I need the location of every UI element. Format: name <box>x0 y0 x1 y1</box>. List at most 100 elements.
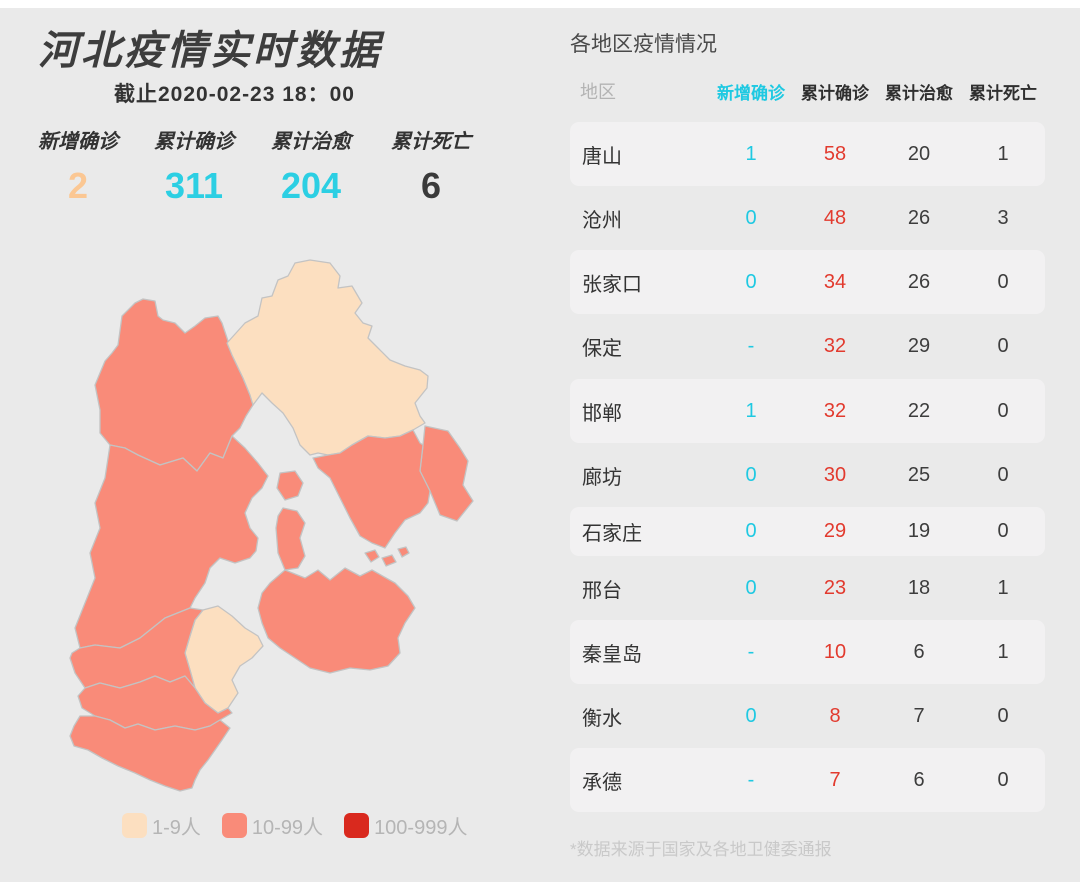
legend-item-10-99: 10-99人 <box>221 811 324 840</box>
table-row-唐山: 唐山 1 58 20 1 <box>570 122 1045 186</box>
stat-label: 累计死亡 <box>391 131 471 153</box>
cell-region: 张家口 <box>582 273 642 296</box>
map-region-chengde[interactable] <box>226 259 429 456</box>
col-header-new-confirmed: 新增确诊 <box>717 83 785 103</box>
table-row-邯郸: 邯郸 1 32 22 0 <box>570 379 1045 443</box>
map-legend: 1-9人 10-99人 100-999人 <box>122 811 488 840</box>
page-title: 河北疫情实时数据 <box>38 29 382 73</box>
cell-total-confirmed: 48 <box>823 206 847 229</box>
map-region-baoding[interactable] <box>74 435 269 649</box>
cell-region: 石家庄 <box>582 523 642 545</box>
stat-label: 累计确诊 <box>154 131 234 153</box>
col-header-region: 地区 <box>580 82 616 102</box>
table-row-承德: 承德 - 7 6 0 <box>570 748 1045 812</box>
legend-label: 10-99人 <box>251 817 324 839</box>
cell-region: 邯郸 <box>582 402 622 425</box>
cell-total-confirmed: 7 <box>829 768 841 791</box>
col-header-total-deaths: 累计死亡 <box>969 83 1037 103</box>
map-region-tangshan[interactable] <box>364 549 380 563</box>
table-row-衡水: 衡水 0 8 7 0 <box>570 684 1045 748</box>
cell-region: 承德 <box>582 771 622 794</box>
cell-total-cured: 22 <box>907 399 931 422</box>
table-row-邢台: 邢台 0 23 18 1 <box>570 556 1045 620</box>
hebei-map-svg <box>69 259 474 792</box>
cell-total-cured: 26 <box>907 270 931 293</box>
cell-total-confirmed: 32 <box>823 335 847 357</box>
legend-item-1-9: 1-9人 <box>122 811 201 840</box>
cell-total-cured: 25 <box>907 463 931 486</box>
legend-label: 100-999人 <box>374 817 468 839</box>
cell-total-deaths: 0 <box>997 399 1009 422</box>
map-region-qinhuangdao[interactable] <box>419 425 474 522</box>
cell-total-confirmed: 30 <box>823 463 847 486</box>
cell-new-confirmed: 0 <box>745 704 757 727</box>
stat-new-confirmed: 新增确诊 2 <box>20 130 136 206</box>
cell-new-confirmed: 0 <box>745 463 757 486</box>
table-row-石家庄: 石家庄 0 29 19 0 <box>570 507 1045 556</box>
cell-region: 邢台 <box>582 579 622 602</box>
cell-region: 衡水 <box>582 707 622 730</box>
cell-total-deaths: 1 <box>997 142 1009 165</box>
legend-swatch-red <box>344 813 370 838</box>
cell-new-confirmed: 0 <box>745 520 757 542</box>
cell-total-cured: 7 <box>913 704 925 727</box>
stat-value: 6 <box>420 165 442 206</box>
stat-label: 新增确诊 <box>38 131 118 153</box>
cell-region: 唐山 <box>582 145 622 168</box>
stat-total-deaths: 累计死亡 6 <box>370 130 492 206</box>
stat-total-cured: 累计治愈 204 <box>252 130 370 206</box>
cell-total-cured: 18 <box>907 576 931 599</box>
cell-new-confirmed: - <box>747 335 755 357</box>
col-header-total-confirmed: 累计确诊 <box>801 83 869 103</box>
cell-total-cured: 19 <box>907 520 931 542</box>
stat-value: 204 <box>280 165 342 206</box>
table-row-秦皇岛: 秦皇岛 - 10 6 1 <box>570 620 1045 684</box>
cell-new-confirmed: - <box>747 640 755 663</box>
stat-value: 2 <box>67 165 89 206</box>
cell-region: 廊坊 <box>582 466 622 489</box>
table-row-廊坊: 廊坊 0 30 25 0 <box>570 443 1045 507</box>
as-of-timestamp: 截止2020-02-23 18：00 <box>114 83 355 106</box>
cell-total-deaths: 3 <box>997 206 1009 229</box>
legend-swatch-salmon <box>221 813 247 838</box>
cell-total-deaths: 0 <box>997 704 1009 727</box>
cell-total-deaths: 0 <box>997 335 1009 357</box>
cell-total-cured: 6 <box>913 768 925 791</box>
summary-stats: 新增确诊 2 累计确诊 311 累计治愈 204 累计死亡 6 <box>20 130 500 206</box>
cell-new-confirmed: - <box>747 768 755 791</box>
table-row-保定: 保定 - 32 29 0 <box>570 314 1045 379</box>
map-region-tangshan[interactable] <box>312 429 431 549</box>
stat-total-confirmed: 累计确诊 311 <box>136 130 252 206</box>
legend-label: 1-9人 <box>152 817 201 839</box>
cell-total-deaths: 0 <box>997 520 1009 542</box>
stat-value: 311 <box>164 165 224 206</box>
cell-total-deaths: 1 <box>997 640 1009 663</box>
hebei-choropleth-map <box>60 258 480 798</box>
panel-title: 各地区疫情情况 <box>570 33 717 56</box>
map-region-tangshan[interactable] <box>381 554 397 567</box>
cell-region: 秦皇岛 <box>582 643 642 666</box>
cell-total-deaths: 0 <box>997 768 1009 791</box>
cell-new-confirmed: 0 <box>745 576 757 599</box>
table-row-沧州: 沧州 0 48 26 3 <box>570 186 1045 250</box>
cell-new-confirmed: 1 <box>745 399 757 422</box>
cell-total-confirmed: 8 <box>829 704 841 727</box>
legend-item-100-999: 100-999人 <box>344 811 467 840</box>
cell-total-confirmed: 23 <box>823 576 847 599</box>
map-region-langfang[interactable] <box>276 470 304 501</box>
cell-total-cured: 26 <box>907 206 931 229</box>
col-header-total-cured: 累计治愈 <box>885 83 953 103</box>
map-region-langfang[interactable] <box>275 507 306 571</box>
cell-total-confirmed: 58 <box>823 142 847 165</box>
cell-total-confirmed: 10 <box>823 640 847 663</box>
map-region-handan[interactable] <box>69 715 231 792</box>
cell-total-confirmed: 34 <box>823 270 847 293</box>
cell-new-confirmed: 0 <box>745 270 757 293</box>
map-region-tangshan[interactable] <box>397 546 410 558</box>
cell-total-deaths: 0 <box>997 270 1009 293</box>
cell-new-confirmed: 0 <box>745 206 757 229</box>
table-body: 唐山 1 58 20 1 沧州 0 48 26 3 张家口 0 34 26 0 保定 - 32 29 0 邯郸 1 32 22… <box>570 122 1045 812</box>
legend-swatch-peach <box>122 813 147 838</box>
table-header: 地区 新增确诊 累计确诊 累计治愈 累计死亡 <box>570 78 1045 104</box>
map-region-cangzhou[interactable] <box>257 567 416 674</box>
